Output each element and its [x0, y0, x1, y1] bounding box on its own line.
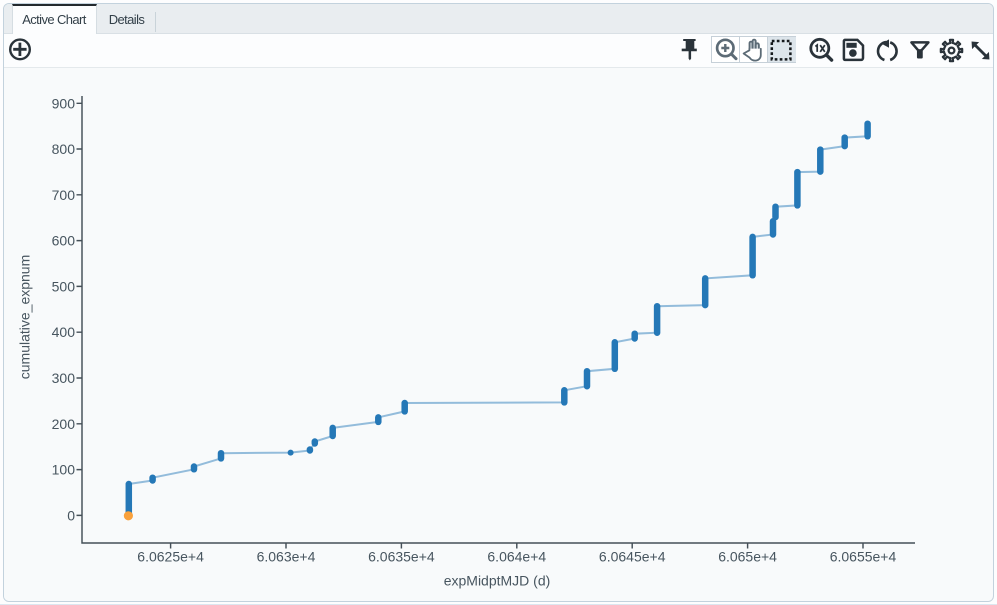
svg-text:expMidptMJD (d): expMidptMJD (d) [444, 573, 551, 589]
svg-text:6.064e+4: 6.064e+4 [487, 548, 546, 564]
svg-text:200: 200 [52, 416, 76, 432]
svg-text:6.065e+4: 6.065e+4 [718, 548, 777, 564]
svg-text:cumulative_expnum: cumulative_expnum [17, 255, 33, 380]
svg-text:800: 800 [52, 141, 76, 157]
svg-text:6.0635e+4: 6.0635e+4 [368, 548, 435, 564]
svg-text:900: 900 [52, 95, 76, 111]
svg-text:700: 700 [52, 187, 76, 203]
svg-text:6.063e+4: 6.063e+4 [257, 548, 316, 564]
svg-text:300: 300 [52, 370, 76, 386]
svg-text:100: 100 [52, 462, 76, 478]
svg-text:6.0645e+4: 6.0645e+4 [599, 548, 666, 564]
svg-text:400: 400 [52, 324, 76, 340]
svg-text:0: 0 [67, 507, 75, 523]
svg-text:600: 600 [52, 233, 76, 249]
svg-text:6.0655e+4: 6.0655e+4 [830, 548, 897, 564]
svg-text:500: 500 [52, 278, 76, 294]
svg-text:6.0625e+4: 6.0625e+4 [137, 548, 204, 564]
